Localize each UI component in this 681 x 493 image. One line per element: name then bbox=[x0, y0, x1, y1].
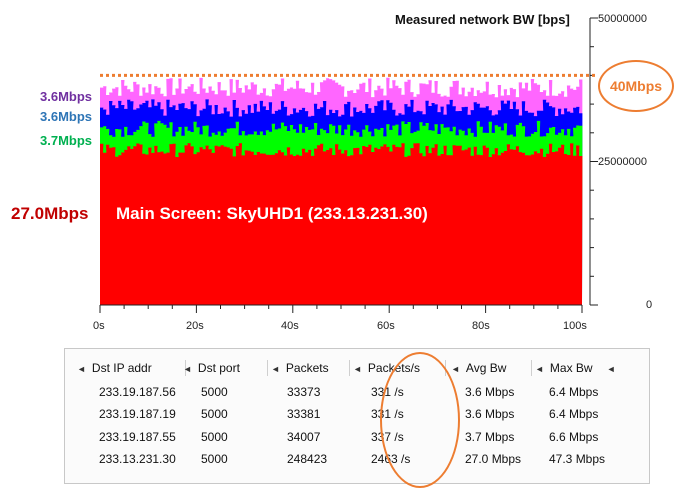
table-row[interactable]: 233.19.187.55 5000 34007 337 /s 3.7 Mbps… bbox=[65, 427, 649, 449]
y-tick-label-top: 50000000 bbox=[598, 13, 647, 25]
x-tick-label-80: 80s bbox=[472, 320, 490, 332]
cell-dst-port: 5000 bbox=[201, 385, 228, 399]
capacity-label: 40Mbps bbox=[609, 78, 663, 94]
chart-title: Measured network BW [bps] bbox=[395, 12, 570, 27]
main-screen-annotation: Main Screen: SkyUHD1 (233.13.231.30) bbox=[116, 204, 428, 223]
x-tick-label-60: 60s bbox=[377, 320, 395, 332]
cell-avg-bw: 3.7 Mbps bbox=[465, 430, 515, 444]
column-header-packets[interactable]: ◄ Packets bbox=[271, 361, 329, 375]
y-tick-label-mid: 25000000 bbox=[598, 156, 647, 168]
column-header-max-bw[interactable]: ◄ Max Bw ◄ bbox=[535, 361, 616, 375]
column-separator[interactable] bbox=[349, 360, 350, 376]
column-separator[interactable] bbox=[445, 360, 446, 376]
capacity-callout: 40Mbps bbox=[598, 60, 674, 112]
sort-left-icon: ◄ bbox=[271, 364, 280, 374]
column-separator[interactable] bbox=[531, 360, 532, 376]
legend-label-pink: 3.6Mbps bbox=[40, 89, 93, 104]
x-tick-label-40: 40s bbox=[281, 320, 299, 332]
cell-max-bw: 47.3 Mbps bbox=[549, 452, 606, 466]
y-tick-marks bbox=[590, 17, 598, 306]
cell-packets: 33381 bbox=[287, 407, 321, 421]
cell-packets: 248423 bbox=[287, 452, 328, 466]
table-header: ◄ Dst IP addr ◄ Dst port ◄ Packets ◄ Packets… bbox=[65, 358, 649, 378]
cell-packets-per-sec: 2463 /s bbox=[371, 452, 411, 466]
column-header-avg-bw[interactable]: ◄ Avg Bw bbox=[451, 361, 507, 375]
cell-packets-per-sec: 337 /s bbox=[371, 430, 404, 444]
x-tick-label-100: 100s bbox=[563, 320, 587, 332]
cell-max-bw: 6.4 Mbps bbox=[549, 407, 599, 421]
cell-dst-ip: 233.19.187.19 bbox=[99, 407, 176, 421]
cell-dst-ip: 233.13.231.30 bbox=[99, 452, 176, 466]
legend-label-green: 3.7Mbps bbox=[40, 133, 93, 148]
y-tick-label-bottom: 0 bbox=[646, 299, 653, 311]
cell-dst-port: 5000 bbox=[201, 430, 228, 444]
cell-packets: 34007 bbox=[287, 430, 321, 444]
sort-left-icon: ◄ bbox=[77, 364, 86, 374]
area-series-0 bbox=[100, 143, 583, 305]
cell-max-bw: 6.4 Mbps bbox=[549, 385, 599, 399]
x-tick-label-20: 20s bbox=[186, 320, 204, 332]
stacked-area-layers bbox=[100, 77, 583, 306]
column-separator[interactable] bbox=[185, 360, 186, 376]
table-row[interactable]: 233.19.187.19 5000 33381 331 /s 3.6 Mbps… bbox=[65, 404, 649, 426]
table-row[interactable]: 233.13.231.30 5000 248423 2463 /s 27.0 M… bbox=[65, 449, 649, 471]
sort-left-icon: ◄ bbox=[353, 364, 362, 374]
cell-avg-bw: 3.6 Mbps bbox=[465, 385, 515, 399]
stream-stats-table: ◄ Dst IP addr ◄ Dst port ◄ Packets ◄ Packets… bbox=[64, 348, 650, 484]
column-header-dst-port[interactable]: ◄ Dst port bbox=[183, 361, 240, 375]
legend-label-blue: 3.6Mbps bbox=[40, 109, 93, 124]
cell-packets: 33373 bbox=[287, 385, 321, 399]
cell-max-bw: 6.6 Mbps bbox=[549, 430, 599, 444]
sort-left-icon: ◄ bbox=[451, 364, 460, 374]
column-header-dst-ip[interactable]: ◄ Dst IP addr bbox=[77, 361, 152, 375]
sort-left-icon: ◄ bbox=[183, 364, 192, 374]
cell-packets-per-sec: 331 /s bbox=[371, 385, 404, 399]
cell-packets-per-sec: 331 /s bbox=[371, 407, 404, 421]
table-row[interactable]: 233.19.187.56 5000 33373 331 /s 3.6 Mbps… bbox=[65, 382, 649, 404]
cell-avg-bw: 27.0 Mbps bbox=[465, 452, 522, 466]
bandwidth-chart bbox=[99, 17, 598, 313]
column-header-packets-per-sec[interactable]: ◄ Packets/s bbox=[353, 361, 420, 375]
column-separator[interactable] bbox=[267, 360, 268, 376]
sort-left-icon: ◄ bbox=[535, 364, 544, 374]
cell-avg-bw: 3.6 Mbps bbox=[465, 407, 515, 421]
cell-dst-ip: 233.19.187.55 bbox=[99, 430, 176, 444]
legend-label-red: 27.0Mbps bbox=[11, 204, 89, 223]
cell-dst-port: 5000 bbox=[201, 452, 228, 466]
sort-left-icon: ◄ bbox=[606, 364, 616, 374]
cell-dst-ip: 233.19.187.56 bbox=[99, 385, 176, 399]
x-tick-label-0: 0s bbox=[93, 320, 105, 332]
cell-dst-port: 5000 bbox=[201, 407, 228, 421]
x-tick-marks bbox=[99, 305, 583, 313]
